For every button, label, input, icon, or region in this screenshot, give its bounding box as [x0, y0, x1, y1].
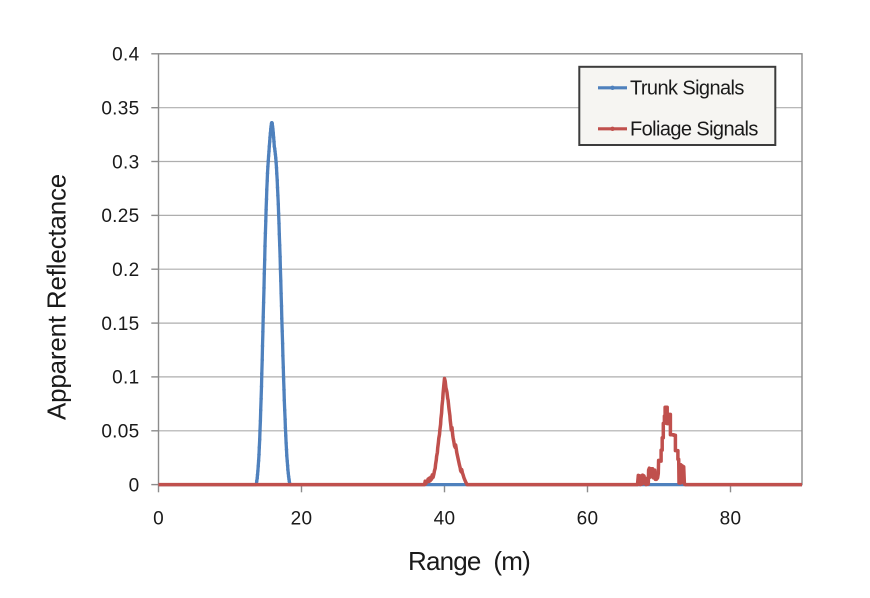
svg-text:40: 40 — [434, 509, 456, 530]
svg-text:0.15: 0.15 — [101, 314, 139, 335]
svg-text:0.1: 0.1 — [112, 368, 139, 389]
svg-text:60: 60 — [577, 509, 599, 530]
svg-text:0.2: 0.2 — [112, 260, 139, 281]
svg-text:80: 80 — [720, 509, 742, 530]
svg-text:Trunk Signals: Trunk Signals — [630, 78, 744, 100]
svg-text:Range (m): Range (m) — [408, 546, 530, 576]
svg-text:0.3: 0.3 — [112, 152, 139, 173]
svg-text:0.05: 0.05 — [101, 422, 139, 443]
svg-text:Foliage Signals: Foliage Signals — [630, 119, 758, 141]
svg-text:0: 0 — [129, 475, 140, 496]
svg-text:0.25: 0.25 — [101, 206, 139, 227]
svg-text:0.35: 0.35 — [101, 99, 139, 120]
svg-text:0: 0 — [153, 509, 164, 530]
svg-text:0.4: 0.4 — [112, 45, 139, 66]
svg-text:20: 20 — [291, 509, 313, 530]
svg-text:Apparent Reflectance: Apparent Reflectance — [42, 174, 72, 420]
